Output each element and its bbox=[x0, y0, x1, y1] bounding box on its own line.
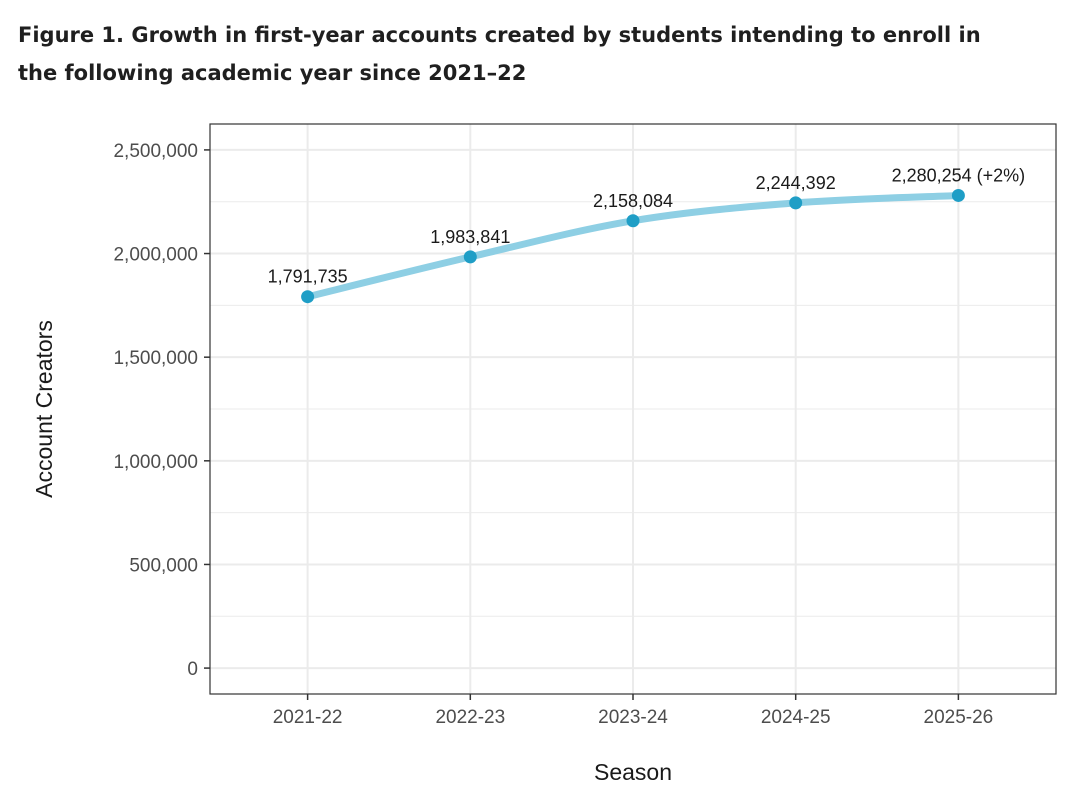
x-tick-label: 2023-24 bbox=[598, 707, 668, 728]
y-axis-tick-labels: 0 500,000 1,000,000 1,500,000 2,000,000 2,500… bbox=[113, 141, 198, 680]
x-axis-tick-labels: 2021-22 2022-23 2023-24 2024-25 2025-26 bbox=[273, 707, 994, 728]
data-point bbox=[463, 250, 477, 264]
y-tick-label: 500,000 bbox=[129, 555, 198, 576]
y-tick-label: 1,500,000 bbox=[113, 348, 198, 369]
data-label: 2,280,254 (+2%) bbox=[892, 165, 1026, 185]
x-tick-label: 2021-22 bbox=[273, 707, 343, 728]
figure-title-line-1: Figure 1. Growth in first-year accounts … bbox=[18, 23, 981, 47]
major-gridlines bbox=[210, 124, 1056, 694]
data-label: 1,983,841 bbox=[430, 227, 510, 247]
data-label: 2,158,084 bbox=[593, 191, 673, 211]
y-tick-label: 2,500,000 bbox=[113, 141, 198, 162]
y-tick-label: 1,000,000 bbox=[113, 452, 198, 473]
data-point bbox=[789, 196, 803, 210]
figure-title-line-2: the following academic year since 2021–2… bbox=[18, 61, 527, 85]
x-axis-title: Season bbox=[594, 759, 672, 785]
x-tick-label: 2022-23 bbox=[435, 707, 505, 728]
x-tick-label: 2025-26 bbox=[924, 707, 994, 728]
data-points bbox=[301, 188, 965, 304]
data-point bbox=[301, 290, 315, 304]
figure-title: Figure 1. Growth in first-year accounts … bbox=[18, 16, 1018, 92]
y-axis-title: Account Creators bbox=[31, 320, 57, 498]
x-tick-label: 2024-25 bbox=[761, 707, 831, 728]
data-label: 2,244,392 bbox=[756, 173, 836, 193]
data-label: 1,791,735 bbox=[268, 267, 348, 287]
y-tick-label: 2,000,000 bbox=[113, 245, 198, 266]
data-labels: 1,791,735 1,983,841 2,158,084 2,244,392 2,28… bbox=[268, 165, 1026, 286]
axis-ticks bbox=[204, 149, 960, 700]
y-tick-label: 0 bbox=[187, 659, 198, 680]
data-point bbox=[951, 188, 965, 202]
data-point bbox=[626, 214, 640, 228]
